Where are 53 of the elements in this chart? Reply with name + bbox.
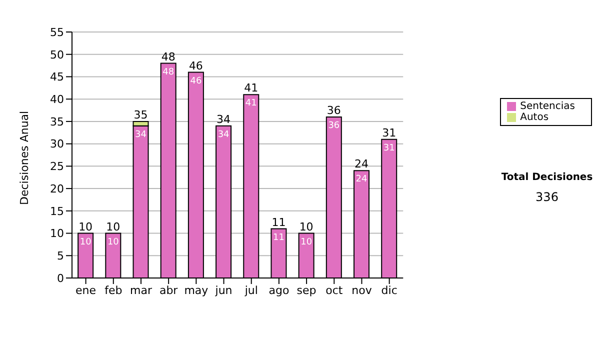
y-tick-label: 40 xyxy=(50,92,64,106)
y-tick-label: 15 xyxy=(50,204,64,218)
x-tick-label: jul xyxy=(244,284,258,297)
y-tick-label: 20 xyxy=(50,182,64,196)
data-label: 10 xyxy=(80,237,92,248)
y-tick-label: 45 xyxy=(50,70,64,84)
x-tick-label: sep xyxy=(296,284,316,297)
data-label: 41 xyxy=(245,98,257,109)
data-label: 34 xyxy=(218,130,230,140)
data-label: 10 xyxy=(107,237,120,248)
y-tick-label: 25 xyxy=(50,160,64,174)
y-tick-label: 30 xyxy=(50,138,64,151)
x-tick-label: mar xyxy=(130,284,152,297)
x-tick-label: abr xyxy=(159,284,178,297)
x-tick-label: nov xyxy=(352,284,372,297)
y-axis-title: Decisiones Anual xyxy=(18,110,31,205)
total-label: 10 xyxy=(78,220,93,234)
y-tick-label: 55 xyxy=(50,26,64,39)
total-label: 41 xyxy=(244,82,258,95)
total-label: 10 xyxy=(106,220,120,234)
data-label: 24 xyxy=(356,174,368,185)
data-label: 11 xyxy=(273,232,284,243)
y-tick-label: 5 xyxy=(57,250,64,263)
x-tick-label: dic xyxy=(381,284,398,297)
data-label: 36 xyxy=(328,120,340,131)
total-label: 34 xyxy=(216,112,231,126)
legend-label: Sentencias xyxy=(520,101,575,112)
x-tick-label: jun xyxy=(214,284,232,297)
x-tick-label: ene xyxy=(76,284,96,297)
total-label: 48 xyxy=(161,50,176,64)
text: 336 xyxy=(534,190,560,204)
total-label: 35 xyxy=(134,108,148,122)
y-tick-label: 0 xyxy=(57,272,64,285)
data-label: 46 xyxy=(190,76,202,86)
y-tick-label: 35 xyxy=(50,115,64,128)
total-label: 46 xyxy=(188,59,203,72)
y-tick-label: 50 xyxy=(50,48,64,62)
data-label: 48 xyxy=(162,67,174,78)
y-tick-label: 10 xyxy=(50,227,64,240)
data-label: 10 xyxy=(300,237,312,248)
total-label: 36 xyxy=(326,104,341,117)
total-label: 11 xyxy=(272,216,286,229)
total-label: 10 xyxy=(299,220,314,234)
total-label: 24 xyxy=(354,158,369,171)
text: Total Decisiones xyxy=(500,172,594,183)
x-tick-label: oct xyxy=(326,284,344,297)
x-tick-label: ago xyxy=(268,284,290,297)
data-label: 34 xyxy=(135,130,147,140)
total-label: 31 xyxy=(382,126,396,140)
data-label: 31 xyxy=(383,143,395,154)
legend-label: Autos xyxy=(520,112,549,123)
x-tick-label: feb xyxy=(104,284,122,297)
x-tick-label: may xyxy=(184,284,209,297)
